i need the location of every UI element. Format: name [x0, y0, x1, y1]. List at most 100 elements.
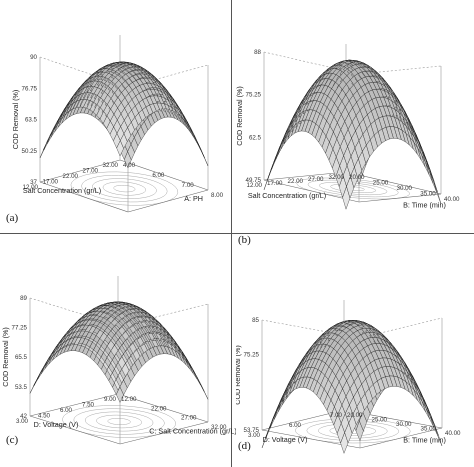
y-axis-label: D: Voltage (V): [34, 420, 79, 429]
z-tick-label: 89: [20, 295, 27, 302]
y-tick-label: 17.00: [43, 179, 59, 186]
z-tick-label: 37: [30, 179, 37, 186]
y-tick-label: 32.00: [103, 162, 119, 169]
box-edge: [29, 393, 119, 417]
x-tick-label: 20.00: [349, 174, 365, 181]
box-edge: [29, 415, 121, 445]
y-tick-label: 32.00: [329, 174, 345, 181]
panel-label-c: (c): [6, 434, 19, 446]
x-axis-label: C: Salt Concentration (gr/L): [149, 427, 236, 436]
y-tick-label: 3.00: [248, 432, 261, 439]
surface-cell: [425, 162, 434, 184]
y-tick-label: 7.00: [330, 412, 343, 419]
x-tick-label: 30.00: [396, 421, 412, 428]
z-tick-label: 88: [254, 49, 261, 56]
surface-cell: [200, 383, 209, 400]
panel-b: 49.75 62.5 75.25 88 COD Removal (%) 12.00 17.0…: [236, 0, 472, 246]
x-tick-label: 8.00: [211, 192, 224, 199]
z-tick-label: 62.5: [249, 134, 262, 141]
floor-contour: [92, 178, 157, 199]
z-axis-label: COD Removal (%): [11, 90, 20, 150]
y-tick-label: 22.00: [288, 178, 304, 185]
box-edge: [39, 181, 129, 213]
y-axis-label: Salt Concentration (gr/L): [248, 191, 326, 200]
y-tick-label: 4.50: [38, 413, 51, 420]
panel-label-b: (b): [238, 234, 251, 246]
y-tick-label: 27.00: [308, 176, 324, 183]
x-tick-label: 27.00: [181, 415, 197, 422]
z-tick-label: 42: [20, 413, 27, 420]
box-edge: [117, 393, 209, 423]
surface-cell: [434, 425, 443, 447]
floor-contour: [102, 181, 147, 196]
y-axis-label: D: Voltage (V): [263, 435, 308, 444]
y-tick-label: 27.00: [83, 168, 99, 175]
box-edge: [261, 319, 361, 339]
surface-cell: [50, 123, 59, 138]
panel-d: 53.75 75.25 85 COD Removal (%) 3.00 6.00 7.00 D…: [236, 234, 472, 467]
y-tick-label: 12.00: [247, 182, 263, 189]
box-edge: [119, 421, 209, 445]
z-axis-label: COD Removal (%): [236, 86, 244, 146]
z-tick-label: 90: [30, 54, 37, 61]
x-tick-label: 35.00: [420, 191, 436, 198]
x-tick-label: 40.00: [445, 430, 461, 437]
box-edge: [119, 303, 209, 327]
y-tick-label: 22.00: [63, 173, 79, 180]
surface-plot-b: 49.75 62.5 75.25 88 COD Removal (%) 12.00 17.0…: [236, 44, 460, 210]
y-tick-label: 9.00: [104, 396, 117, 403]
z-tick-label: 53.5: [15, 384, 28, 391]
floor-contour: [62, 405, 176, 438]
y-tick-label: 3.00: [16, 418, 29, 425]
x-tick-label: 25.00: [372, 417, 388, 424]
panel-c: 42 53.5 65.5 77.25 89 COD Removal (%) 3.00 4.50…: [0, 234, 236, 467]
x-tick-label: 12.00: [121, 396, 137, 403]
panel-a: 37 50.25 63.5 76.75 90 COD Removal (%) 12.00 17…: [0, 0, 236, 233]
surface-cell: [433, 181, 442, 204]
y-tick-label: 12.00: [23, 184, 39, 191]
y-tick-label: 17.00: [267, 180, 283, 187]
horizontal-divider: [0, 233, 474, 234]
panel-label-d: (d): [238, 440, 251, 452]
z-axis-label: COD Removal (%): [1, 327, 10, 387]
surface-plot-d: 53.75 75.25 85 COD Removal (%) 3.00 6.00 7.00 D…: [236, 300, 461, 454]
box-edge: [359, 427, 443, 449]
z-tick-label: 49.75: [246, 177, 262, 184]
x-tick-label: 7.00: [182, 182, 195, 189]
x-axis-label: B: Time (min): [403, 436, 446, 445]
y-tick-label: 7.50: [82, 402, 95, 409]
x-tick-label: 25.00: [373, 180, 389, 187]
surface-plot-a: 37 50.25 63.5 76.75 90 COD Removal (%) 12.00 17…: [11, 35, 224, 213]
floor-contour: [81, 174, 168, 203]
z-tick-label: 76.75: [22, 85, 38, 92]
box-edge: [39, 159, 121, 183]
box-edge: [263, 171, 347, 181]
x-tick-label: 4.00: [123, 162, 136, 169]
box-edge: [127, 189, 209, 213]
floor-contour: [73, 408, 165, 435]
z-tick-label: 53.75: [244, 427, 260, 434]
z-tick-label: 75.25: [246, 92, 262, 99]
surface-cell: [426, 408, 434, 428]
surface-cell: [200, 149, 209, 167]
z-tick-label: 85: [252, 317, 259, 324]
y-tick-label: 6.00: [60, 407, 73, 414]
surface-cell: [185, 360, 194, 374]
x-tick-label: 35.00: [421, 426, 437, 433]
x-tick-label: 22.00: [151, 405, 167, 412]
z-tick-label: 65.5: [15, 354, 28, 361]
x-axis-label: B: Time (min): [403, 200, 446, 209]
x-axis-label: A: PH: [184, 194, 203, 203]
x-tick-label: 30.00: [397, 185, 413, 192]
box-edge: [358, 193, 442, 203]
x-tick-label: 20.00: [347, 412, 363, 419]
y-axis-label: Salt Concentration (gr/L): [23, 186, 101, 195]
z-tick-label: 75.25: [244, 351, 260, 358]
x-tick-label: 40.00: [444, 196, 460, 203]
x-tick-label: 6.00: [152, 172, 165, 179]
floor-contour: [70, 171, 179, 206]
y-tick-label: 6.00: [289, 422, 302, 429]
surface-plot-c: 42 53.5 65.5 77.25 89 COD Removal (%) 3.00 4.50…: [1, 276, 236, 445]
floor-contour: [84, 411, 154, 432]
